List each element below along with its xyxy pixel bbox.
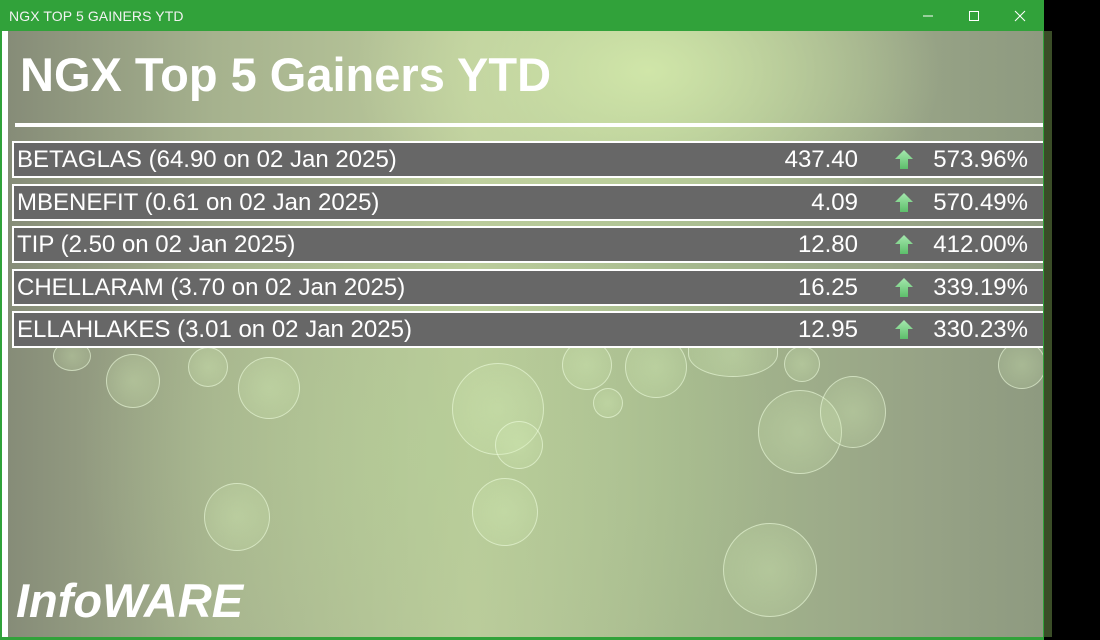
up-arrow-icon <box>895 150 913 169</box>
bokeh-circle <box>562 340 612 390</box>
bokeh-circle <box>188 347 228 387</box>
bokeh-circle <box>238 357 300 419</box>
stock-price: 12.80 <box>797 231 858 258</box>
gainer-row-mbenefit[interactable]: MBENEFIT (0.61 on 02 Jan 2025) 4.09 570.… <box>12 183 1043 221</box>
bokeh-circle <box>495 421 543 469</box>
stock-label: BETAGLAS (64.90 on 02 Jan 2025) <box>17 146 397 173</box>
bokeh-circle <box>204 483 270 551</box>
minimize-icon <box>923 15 933 16</box>
bokeh-circle <box>472 478 538 546</box>
stock-change-percent: 573.96% <box>933 146 1028 173</box>
gainers-list: BETAGLAS (64.90 on 02 Jan 2025) 437.40 5… <box>12 141 1043 354</box>
stock-price: 4.09 <box>811 188 858 216</box>
stock-label: TIP (2.50 on 02 Jan 2025) <box>17 231 296 258</box>
title-bar[interactable]: NGX TOP 5 GAINERS YTD <box>0 0 1044 31</box>
stock-change-percent: 330.23% <box>933 316 1028 343</box>
up-arrow-icon <box>895 277 913 297</box>
stock-price: 12.95 <box>797 316 858 343</box>
page-title: NGX Top 5 Gainers YTD <box>20 48 552 101</box>
stock-change-percent: 570.49% <box>933 188 1028 216</box>
stock-change-percent: 412.00% <box>933 231 1028 258</box>
close-button[interactable] <box>997 0 1043 31</box>
bokeh-circle <box>106 354 160 408</box>
title-divider <box>15 123 1043 127</box>
stock-price: 437.40 <box>784 146 858 173</box>
stock-label: ELLAHLAKES (3.01 on 02 Jan 2025) <box>17 316 412 343</box>
window-left-border <box>0 31 2 640</box>
gainer-row-tip[interactable]: TIP (2.50 on 02 Jan 2025) 12.80 412.00% <box>12 226 1043 263</box>
stock-label: MBENEFIT (0.61 on 02 Jan 2025) <box>17 188 380 216</box>
bokeh-circle <box>820 376 886 448</box>
gainer-row-chellaram[interactable]: CHELLARAM (3.70 on 02 Jan 2025) 16.25 33… <box>12 268 1043 306</box>
window-bottom-border <box>0 637 1044 640</box>
stock-price: 16.25 <box>797 273 858 301</box>
close-icon <box>1014 10 1026 21</box>
gainer-row-ellahlakes[interactable]: ELLAHLAKES (3.01 on 02 Jan 2025) 12.95 3… <box>12 311 1043 348</box>
window-title: NGX TOP 5 GAINERS YTD <box>9 8 184 24</box>
window-shadow <box>1044 31 1052 637</box>
bokeh-circle <box>723 523 817 617</box>
up-arrow-icon <box>895 192 913 212</box>
maximize-icon <box>969 10 979 21</box>
gainer-row-betaglas[interactable]: BETAGLAS (64.90 on 02 Jan 2025) 437.40 5… <box>12 141 1043 178</box>
stock-change-percent: 339.19% <box>933 273 1028 301</box>
up-arrow-icon <box>895 235 913 254</box>
up-arrow-icon <box>895 320 913 339</box>
bokeh-circle <box>784 346 820 382</box>
window-left-edge <box>0 31 8 640</box>
brand-logo: InfoWARE <box>16 574 244 627</box>
maximize-button[interactable] <box>951 0 997 31</box>
bokeh-circle <box>593 388 623 418</box>
content-area: NGX Top 5 Gainers YTD BETAGLAS (64.90 on… <box>8 31 1043 637</box>
stock-label: CHELLARAM (3.70 on 02 Jan 2025) <box>17 273 406 301</box>
minimize-button[interactable] <box>905 0 951 31</box>
